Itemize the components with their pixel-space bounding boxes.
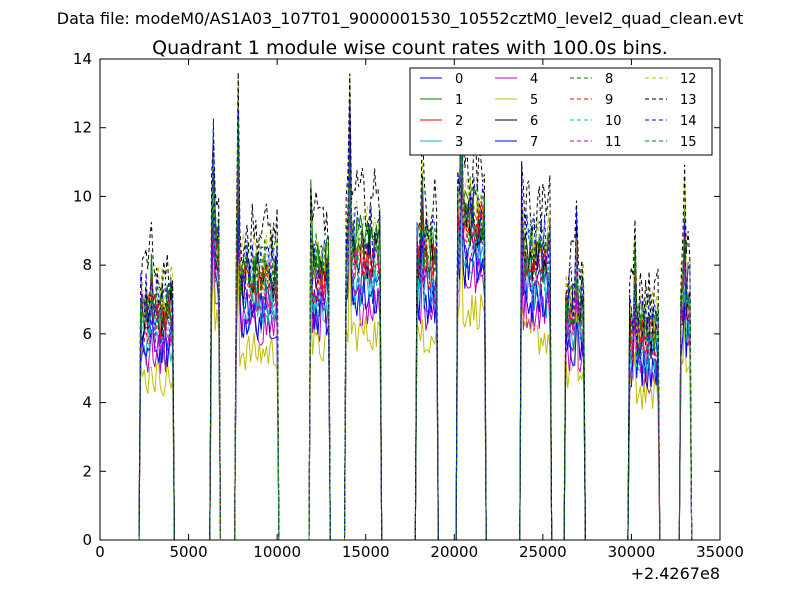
series-line-11 [138, 121, 693, 541]
legend-label-8: 8 [605, 72, 613, 87]
y-tick-label: 14 [73, 50, 92, 68]
series-line-15 [138, 110, 693, 541]
x-offset-label: +2.4267e8 [631, 564, 720, 583]
y-tick-label: 10 [73, 187, 92, 205]
legend-label-13: 13 [680, 93, 697, 108]
x-tick-label: 25000 [519, 543, 567, 561]
legend-label-1: 1 [455, 93, 463, 108]
legend-label-3: 3 [455, 135, 463, 150]
x-tick-label: 15000 [342, 543, 390, 561]
legend-label-4: 4 [530, 72, 538, 87]
y-tick-label: 6 [82, 325, 92, 343]
legend-label-0: 0 [455, 72, 463, 87]
data-file-label: Data file: modeM0/AS1A03_107T01_90000015… [57, 9, 743, 29]
x-tick-label: 5000 [169, 543, 207, 561]
chart-title: Quadrant 1 module wise count rates with … [152, 37, 668, 59]
series-layer [138, 72, 693, 541]
y-tick-label: 8 [82, 256, 92, 274]
y-tick-label: 0 [82, 531, 92, 549]
x-tick-label: 35000 [696, 543, 744, 561]
x-tick-label: 20000 [430, 543, 478, 561]
y-tick-label: 12 [73, 119, 92, 137]
legend-label-11: 11 [605, 135, 622, 150]
y-tick-label: 4 [82, 394, 92, 412]
legend-label-5: 5 [530, 93, 538, 108]
series-line-13 [138, 72, 693, 541]
plot-frame [99, 58, 721, 541]
x-tick-label: 30000 [608, 543, 656, 561]
legend-label-14: 14 [680, 114, 697, 129]
legend-label-10: 10 [605, 114, 622, 129]
legend-label-7: 7 [530, 135, 538, 150]
legend-label-6: 6 [530, 114, 538, 129]
x-tick-label: 0 [95, 543, 105, 561]
legend-label-9: 9 [605, 93, 613, 108]
x-tick-label: 10000 [253, 543, 301, 561]
legend-label-2: 2 [455, 114, 463, 129]
legend-label-15: 15 [680, 135, 697, 150]
legend-label-12: 12 [680, 72, 697, 87]
ticks-layer: 0 5000 10000 15000 20000 25000 30000 35000 0 2 4 6 8… [73, 50, 744, 561]
y-tick-label: 2 [82, 462, 92, 480]
